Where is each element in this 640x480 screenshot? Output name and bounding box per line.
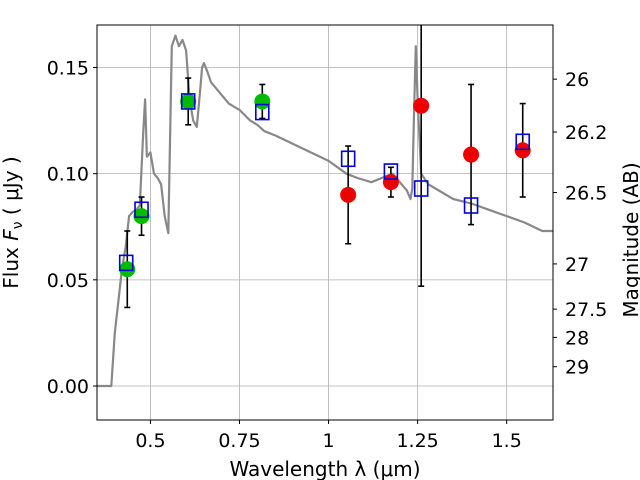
- green-data-point: [133, 208, 150, 225]
- red-data-point: [413, 97, 430, 114]
- red-data-point: [382, 174, 399, 191]
- model-box-marker: [340, 150, 356, 168]
- x-tick-label: 1.5: [492, 430, 522, 452]
- y-tick-label: 0.15: [47, 57, 89, 79]
- red-data-point: [340, 186, 357, 203]
- model-box-marker: [180, 93, 196, 110]
- model-box-marker: [134, 201, 149, 219]
- x-tick-label: 1: [323, 430, 335, 452]
- right-tick-label: 28: [565, 327, 589, 349]
- model-box-marker: [463, 197, 479, 214]
- red-data-point: [463, 146, 480, 163]
- right-tick-label: 27: [565, 254, 589, 276]
- x-tick-label: 0.5: [135, 430, 165, 452]
- y-axis-label: Flux Fν ( μJy ): [0, 156, 26, 288]
- y-tick-label: 0.05: [47, 270, 89, 292]
- green-data-point: [180, 93, 197, 110]
- spectrum-layer: [97, 34, 553, 388]
- right-tick-label: 29: [565, 357, 589, 379]
- x-tick-label: 1.25: [396, 430, 438, 452]
- green-data-point: [119, 261, 136, 278]
- model-box-marker: [413, 180, 429, 197]
- right-tick-label: 26: [565, 69, 589, 91]
- right-tick-label: 27.5: [565, 299, 607, 321]
- plot-frame: [96, 24, 554, 421]
- y-tick-label: 0.10: [47, 164, 89, 186]
- right-axis-label: Magnitude (AB): [619, 162, 640, 317]
- x-tick-label: 0.75: [218, 430, 260, 452]
- right-tick-label: 26.2: [565, 122, 607, 144]
- right-tick-label: 26.5: [565, 183, 607, 205]
- model-box-marker: [118, 254, 134, 272]
- tick-layer: 0.5 0.75 1 1.25 1.5 0.00 0.05 0.10 0.15 26 26.2 26.…: [47, 57, 608, 452]
- model-box-marker: [515, 133, 531, 151]
- points-layer: [118, 93, 531, 278]
- green-data-point: [254, 93, 271, 110]
- model-box-marker: [383, 163, 399, 180]
- x-axis-label: Wavelength λ (μm): [229, 457, 420, 480]
- red-data-point: [514, 142, 531, 159]
- model-box-marker: [255, 103, 270, 121]
- model-spectrum-line: [97, 34, 553, 388]
- y-tick-label: 0.00: [47, 376, 89, 398]
